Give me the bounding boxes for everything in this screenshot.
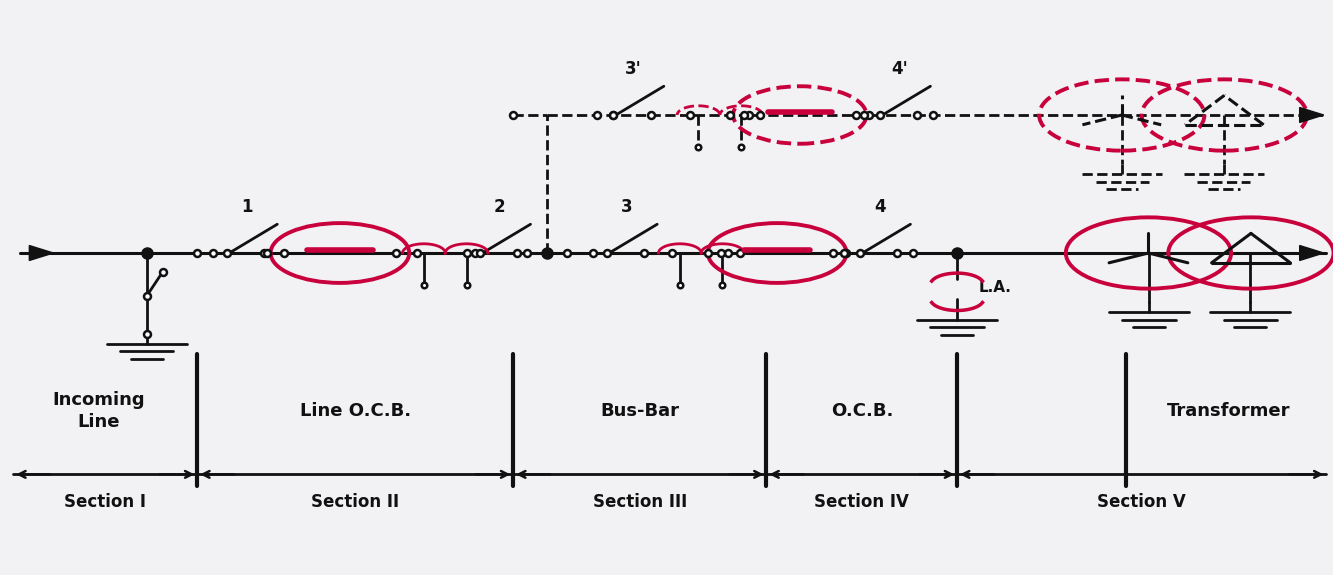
Text: Section III: Section III xyxy=(593,493,686,511)
Text: O.C.B.: O.C.B. xyxy=(832,402,893,420)
Text: 3: 3 xyxy=(621,198,632,216)
Polygon shape xyxy=(29,246,53,260)
Text: Line O.C.B.: Line O.C.B. xyxy=(300,402,412,420)
Text: 1: 1 xyxy=(241,198,252,216)
Text: L.A.: L.A. xyxy=(978,280,1012,295)
Polygon shape xyxy=(1300,246,1324,260)
Text: 4: 4 xyxy=(874,198,885,216)
Text: 2: 2 xyxy=(495,198,505,216)
Text: 3': 3' xyxy=(625,60,641,78)
Text: Section V: Section V xyxy=(1097,493,1186,511)
Text: Section I: Section I xyxy=(64,493,147,511)
Text: Section II: Section II xyxy=(311,493,400,511)
Text: 4': 4' xyxy=(892,60,908,78)
Polygon shape xyxy=(1300,108,1324,122)
Text: Section IV: Section IV xyxy=(814,493,909,511)
Text: Transformer: Transformer xyxy=(1168,402,1290,420)
Text: Incoming
Line: Incoming Line xyxy=(52,391,145,431)
Text: Bus-Bar: Bus-Bar xyxy=(600,402,680,420)
